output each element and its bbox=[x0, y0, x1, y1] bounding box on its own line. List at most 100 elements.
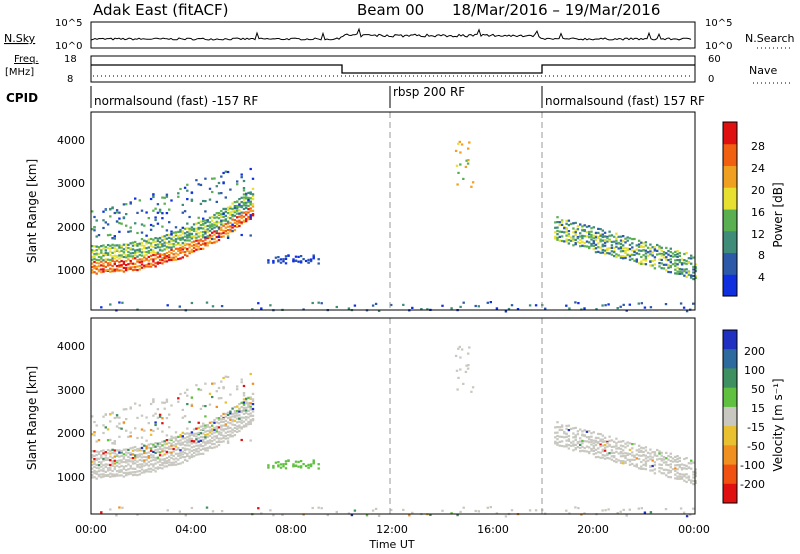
power-cell bbox=[161, 212, 164, 215]
power-cell bbox=[104, 253, 107, 257]
power-cell bbox=[206, 224, 209, 228]
velocity-cell bbox=[224, 401, 227, 404]
power-cell bbox=[152, 249, 155, 252]
power-cell bbox=[567, 230, 571, 233]
velocity-cell bbox=[251, 418, 255, 421]
velocity-cell bbox=[161, 444, 164, 447]
velocity-cell bbox=[188, 444, 191, 447]
power-cell bbox=[118, 269, 121, 272]
power-cell bbox=[631, 246, 634, 249]
velocity-cell bbox=[309, 465, 313, 468]
velocity-cell bbox=[100, 461, 103, 464]
velocity-cell bbox=[676, 475, 679, 478]
velocity-cell bbox=[619, 452, 623, 455]
power-colorbar-label: Power [dB] bbox=[771, 182, 785, 247]
power-cell bbox=[102, 226, 105, 230]
velocity-cell bbox=[624, 461, 627, 465]
velocity-cell bbox=[204, 437, 207, 440]
power-cell bbox=[685, 275, 688, 279]
velocity-cell bbox=[626, 452, 629, 455]
power-cell bbox=[224, 229, 227, 233]
power-cell bbox=[202, 240, 205, 243]
velocity-cell bbox=[170, 463, 173, 467]
velocity-cell bbox=[158, 446, 162, 449]
power-cell bbox=[560, 220, 564, 223]
power-cell bbox=[204, 222, 207, 225]
power-cell bbox=[594, 231, 598, 234]
velocity-cell bbox=[97, 467, 101, 470]
velocity-cell bbox=[233, 426, 237, 430]
power-cell bbox=[172, 249, 175, 252]
power-cell bbox=[236, 207, 239, 210]
velocity-cell bbox=[215, 425, 218, 428]
velocity-cell bbox=[694, 471, 697, 474]
power-cell bbox=[183, 232, 187, 235]
power-cell bbox=[172, 258, 175, 261]
power-cell bbox=[633, 253, 636, 256]
power-cell bbox=[272, 261, 275, 264]
power-cell bbox=[206, 237, 209, 240]
power-cell bbox=[190, 235, 194, 238]
velocity-cell bbox=[606, 454, 609, 457]
nsky-tick-top: 10^5 bbox=[55, 18, 82, 29]
velocity-cell bbox=[192, 432, 196, 435]
velocity-cell bbox=[143, 469, 146, 472]
velocity-cell bbox=[450, 512, 453, 515]
power-cell bbox=[177, 257, 180, 261]
power-cell bbox=[678, 267, 681, 271]
velocity-cell bbox=[245, 406, 248, 409]
power-cell bbox=[565, 240, 568, 243]
velocity-cell bbox=[202, 425, 205, 428]
power-cell bbox=[576, 237, 580, 240]
velocity-cell bbox=[140, 468, 144, 471]
power-cell bbox=[245, 192, 248, 195]
power-cell bbox=[93, 271, 96, 274]
power-cell bbox=[233, 219, 237, 222]
velocity-cell bbox=[181, 443, 184, 446]
power-cell bbox=[664, 303, 668, 306]
cpid-segment-1: normalsound (fast) -157 RF bbox=[94, 94, 258, 108]
power-cell bbox=[226, 236, 230, 239]
power-cell bbox=[93, 226, 96, 229]
power-cell bbox=[594, 239, 598, 242]
velocity-cell bbox=[186, 454, 189, 457]
power-cell bbox=[143, 256, 146, 259]
velocity-cell bbox=[460, 348, 464, 351]
velocity-cell bbox=[95, 454, 98, 457]
power-cell bbox=[229, 228, 232, 231]
power-cell bbox=[635, 258, 638, 261]
power-cell bbox=[125, 256, 128, 259]
power-cell bbox=[183, 242, 187, 245]
velocity-cell bbox=[215, 436, 218, 440]
power-cell bbox=[302, 258, 305, 261]
power-cell bbox=[619, 247, 623, 250]
velocity-cell bbox=[694, 480, 697, 483]
power-cell bbox=[115, 220, 119, 223]
velocity-cell bbox=[282, 463, 285, 466]
velocity-cell bbox=[120, 450, 123, 453]
power-cell bbox=[217, 228, 221, 231]
velocity-cell bbox=[635, 453, 638, 456]
power-cell bbox=[134, 262, 137, 265]
velocity-cell bbox=[134, 445, 137, 449]
power-cell bbox=[247, 215, 250, 219]
power-cell bbox=[222, 182, 225, 185]
power-cell bbox=[249, 192, 252, 195]
velocity-cell bbox=[224, 427, 227, 431]
power-cell bbox=[251, 213, 255, 216]
velocity-cell bbox=[685, 473, 688, 476]
power-cell bbox=[597, 246, 600, 249]
velocity-cell bbox=[459, 510, 462, 513]
power-cell bbox=[183, 239, 187, 242]
power-cell bbox=[149, 197, 153, 201]
power-cell bbox=[93, 255, 96, 258]
power-cell bbox=[143, 239, 146, 242]
velocity-cell bbox=[102, 470, 105, 473]
power-cell bbox=[183, 251, 187, 254]
power-cell bbox=[462, 177, 465, 180]
velocity-cell bbox=[91, 463, 94, 466]
velocity-cell bbox=[181, 435, 184, 438]
velocity-cell bbox=[177, 452, 180, 455]
velocity-cell bbox=[692, 473, 695, 476]
power-cell bbox=[149, 242, 153, 245]
